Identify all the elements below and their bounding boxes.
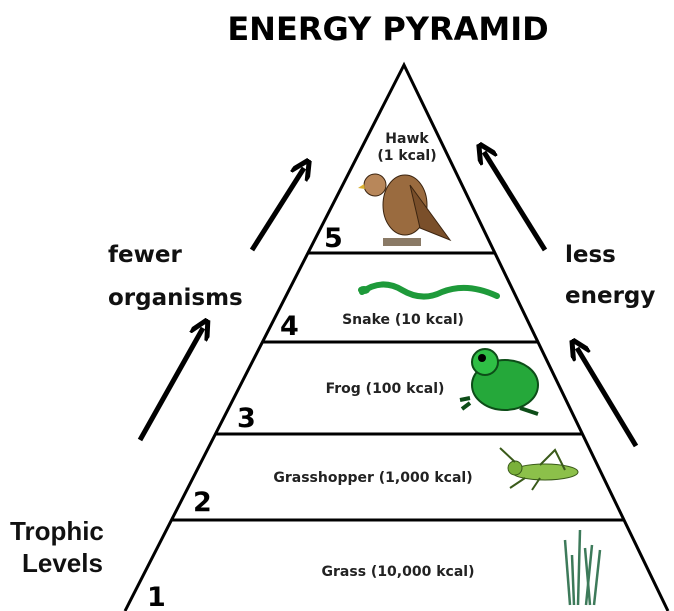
side-label: energy — [565, 283, 655, 309]
corner-label: Levels — [22, 548, 103, 578]
side-label: less — [565, 242, 616, 268]
frog-icon — [460, 349, 538, 414]
arrow — [140, 328, 203, 440]
title: ENERGY PYRAMID — [227, 10, 548, 48]
level-label: Grass (10,000 kcal) — [322, 564, 475, 580]
level-number: 3 — [237, 403, 256, 434]
level-label: Hawk — [385, 131, 429, 147]
snake-icon — [358, 284, 497, 296]
level-label: Snake (10 kcal) — [342, 312, 464, 328]
level-number: 1 — [147, 582, 166, 611]
level-label: Grasshopper (1,000 kcal) — [273, 470, 472, 486]
level-label: (1 kcal) — [377, 148, 436, 164]
arrow — [252, 168, 304, 250]
hawk-icon — [358, 174, 450, 246]
grass-icon — [565, 530, 600, 605]
arrow — [577, 348, 636, 446]
arrow — [484, 152, 545, 250]
side-label: organisms — [108, 285, 243, 311]
side-label: fewer — [108, 242, 182, 268]
level-number: 4 — [280, 311, 299, 342]
level-number: 2 — [193, 487, 212, 518]
diagram: ENERGY PYRAMID — [0, 0, 674, 611]
level-number: 5 — [324, 223, 343, 254]
level-label: Frog (100 kcal) — [326, 381, 445, 397]
grasshopper-icon — [500, 448, 578, 490]
corner-label: Trophic — [10, 516, 104, 546]
